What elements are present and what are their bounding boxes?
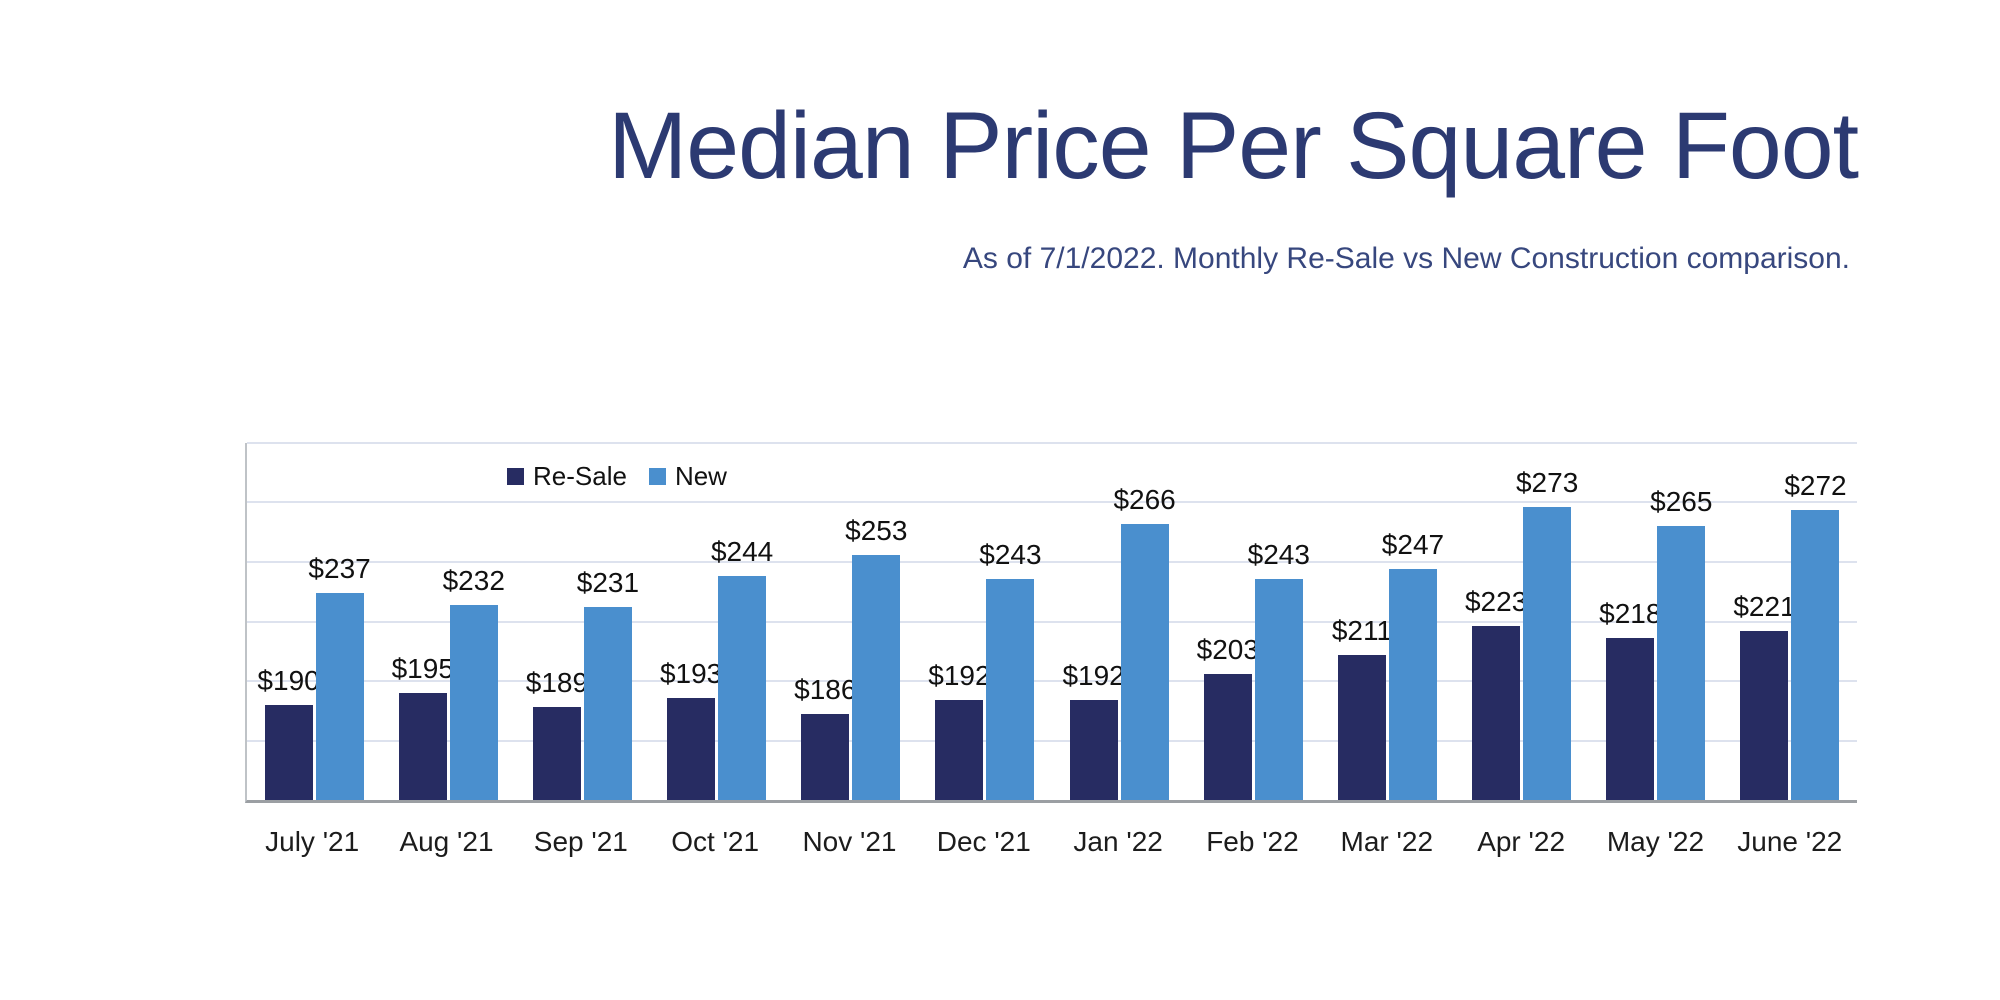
bar-group: $192 $243 [918,443,1052,800]
bar-value-label: $193 [659,657,723,689]
bar-value-label: $211 [1331,614,1393,646]
gridline [247,560,1857,563]
bar-value-label: $243 [1247,538,1310,570]
re-sale-bar: $189 [526,667,588,800]
new-bar: $243 [979,539,1042,800]
x-axis-label: Aug '21 [399,826,494,857]
gridline [247,501,1857,504]
re-sale-swatch-icon [507,468,524,485]
bar-value-label: $223 [1464,586,1528,618]
re-sale-bar: $193 [660,658,722,800]
chart-plot: $190 $237 $195 $232 $189 $231 $193 $244 $186 $253… [245,442,1857,803]
bar-value-label: $218 [1599,598,1662,630]
new-bar: $253 [845,515,907,800]
bar-value-label: $247 [1381,529,1445,561]
bar-value-label: $243 [979,538,1042,570]
legend-item-new: New [648,461,727,492]
bar-value-label: $195 [391,652,454,684]
new-bar: $272 [1784,470,1847,800]
bar-value-label: $265 [1650,486,1713,518]
x-axis-label: Mar '22 [1340,826,1434,857]
bar-value-label: $231 [576,567,640,599]
re-sale-bar: $192 [1062,660,1125,800]
gridline [247,442,1857,444]
new-bar: $265 [1650,486,1712,800]
bar-group: $211 $247 [1320,443,1454,800]
re-sale-bar: $192 [928,660,991,800]
legend-label: Re-Sale [533,461,627,491]
page-title: Median Price Per Square Foot [608,93,1859,199]
page-subtitle: As of 7/1/2022. Monthly Re-Sale vs New C… [962,242,1850,275]
re-sale-bar: $195 [392,653,454,800]
bar-groups: $190 $237 $195 $232 $189 $231 $193 $244 $186 $253… [247,443,1857,800]
bar-group: $221 $272 [1723,443,1857,800]
bar-group: $223 $273 [1455,443,1589,800]
new-bar: $231 [577,567,639,800]
bar-value-label: $192 [928,660,991,692]
bar-value-label: $273 [1515,467,1579,499]
bar-value-label: $232 [442,564,505,596]
new-bar: $266 [1113,484,1176,800]
re-sale-bar: $223 [1465,586,1527,800]
new-bar: $232 [443,565,505,800]
x-axis-label: Jan '22 [1073,826,1163,857]
bar-group: $203 $243 [1186,443,1320,800]
bar-value-label: $203 [1196,633,1259,665]
bar-value-label: $221 [1733,591,1796,623]
x-axis-label: Oct '21 [671,826,760,857]
bar-group: $193 $244 [650,443,784,800]
x-axis-label: Sep '21 [533,826,628,857]
re-sale-bar: $186 [794,674,856,800]
x-axis-label: June '22 [1737,826,1843,857]
bar-group: $186 $253 [784,443,918,800]
bar-value-label: $190 [257,664,320,696]
bar-group: $195 $232 [381,443,515,800]
bar-value-label: $266 [1113,483,1176,515]
x-axis-label: July '21 [265,826,360,857]
re-sale-bar: $203 [1197,634,1259,800]
re-sale-bar: $190 [257,665,320,800]
bar-value-label: $253 [845,514,908,546]
new-swatch-icon [648,468,666,485]
new-bar: $247 [1382,529,1444,800]
legend-label: New [674,461,727,491]
legend-item-re-sale: Re-Sale [507,461,627,492]
gridline [247,679,1857,682]
bar-value-label: $272 [1784,469,1847,501]
bar-value-label: $237 [308,552,371,584]
new-bar: $243 [1248,539,1310,800]
new-bar: $244 [711,536,773,800]
bar-value-label: $189 [525,667,589,699]
x-axis-label: Dec '21 [936,826,1031,857]
x-axis-label: Feb '22 [1206,826,1299,857]
re-sale-bar: $218 [1599,598,1661,800]
x-axis-label: Apr '22 [1477,826,1566,857]
bar-group: $189 $231 [515,443,649,800]
legend: Re-Sale New [507,461,727,492]
x-axis: July '21 Aug '21 Sep '21 Oct '21 Nov '21 Dec … [245,826,1857,858]
gridline [247,620,1857,623]
x-axis-label: May '22 [1606,826,1705,857]
gridline [247,739,1857,742]
re-sale-bar: $221 [1733,591,1796,800]
bar-value-label: $244 [710,536,774,568]
re-sale-bar: $211 [1332,615,1392,800]
x-axis-label: Nov '21 [802,826,897,857]
bar-group: $192 $266 [1052,443,1186,800]
new-bar: $237 [308,553,371,800]
bar-group: $218 $265 [1589,443,1723,800]
bar-value-label: $186 [794,674,857,706]
bar-value-label: $192 [1062,660,1125,692]
new-bar: $273 [1516,467,1578,800]
bar-group: $190 $237 [247,443,381,800]
